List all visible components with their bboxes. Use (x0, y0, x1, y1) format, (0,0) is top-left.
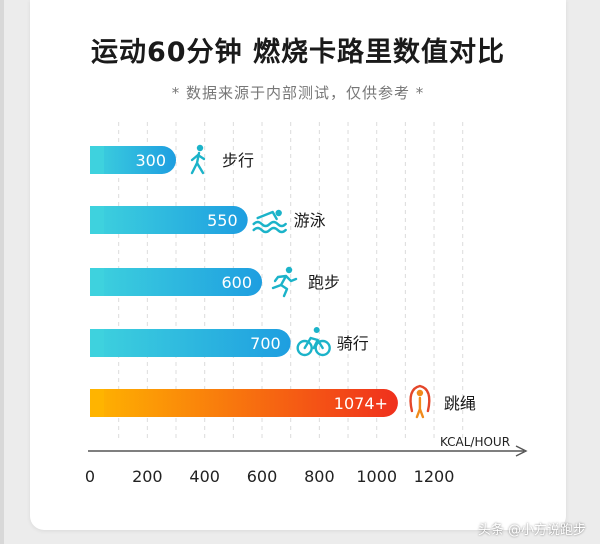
bar-value-label: 700 (250, 334, 281, 353)
chart-title: 运动60分钟 燃烧卡路里数值对比 (91, 37, 505, 68)
x-tick-label: 0 (85, 467, 95, 486)
category-label: 骑行 (337, 334, 369, 353)
running-icon (271, 266, 298, 298)
walking-icon (190, 144, 206, 175)
category-label: 跳绳 (444, 394, 476, 413)
jump-rope-icon (409, 384, 431, 419)
category-label: 跑步 (308, 273, 340, 292)
cycling-icon (296, 327, 331, 357)
bar-value-label: 1074+ (334, 394, 388, 413)
bar-value-label: 300 (135, 151, 166, 170)
x-tick-label: 600 (247, 467, 278, 486)
bar-left-end (90, 268, 104, 296)
x-tick-label: 200 (132, 467, 163, 486)
x-tick-label: 800 (304, 467, 335, 486)
bar-left-end (90, 146, 104, 174)
category-label: 游泳 (294, 211, 326, 230)
bar-left-end (90, 389, 104, 417)
x-tick-label: 1200 (414, 467, 455, 486)
watermark: 头条 @小方说跑步 (477, 523, 586, 538)
bar-value-label: 600 (221, 273, 252, 292)
x-axis-arrow-icon (515, 445, 528, 457)
bar (90, 329, 291, 357)
chart-subtitle: * 数据来源于内部测试，仅供参考 * (171, 84, 425, 102)
window-edge (0, 0, 4, 544)
bar (90, 268, 263, 296)
chart-card (30, 0, 566, 530)
bar (90, 206, 248, 234)
category-label: 步行 (222, 151, 254, 170)
x-tick-label: 400 (189, 467, 220, 486)
bar (90, 389, 398, 417)
swimming-icon (252, 209, 287, 234)
bar-left-end (90, 206, 104, 234)
bar (90, 146, 177, 174)
x-axis-label: KCAL/HOUR (440, 435, 510, 449)
bar-value-label: 550 (207, 211, 238, 230)
x-tick-label: 1000 (356, 467, 397, 486)
bar-left-end (90, 329, 104, 357)
